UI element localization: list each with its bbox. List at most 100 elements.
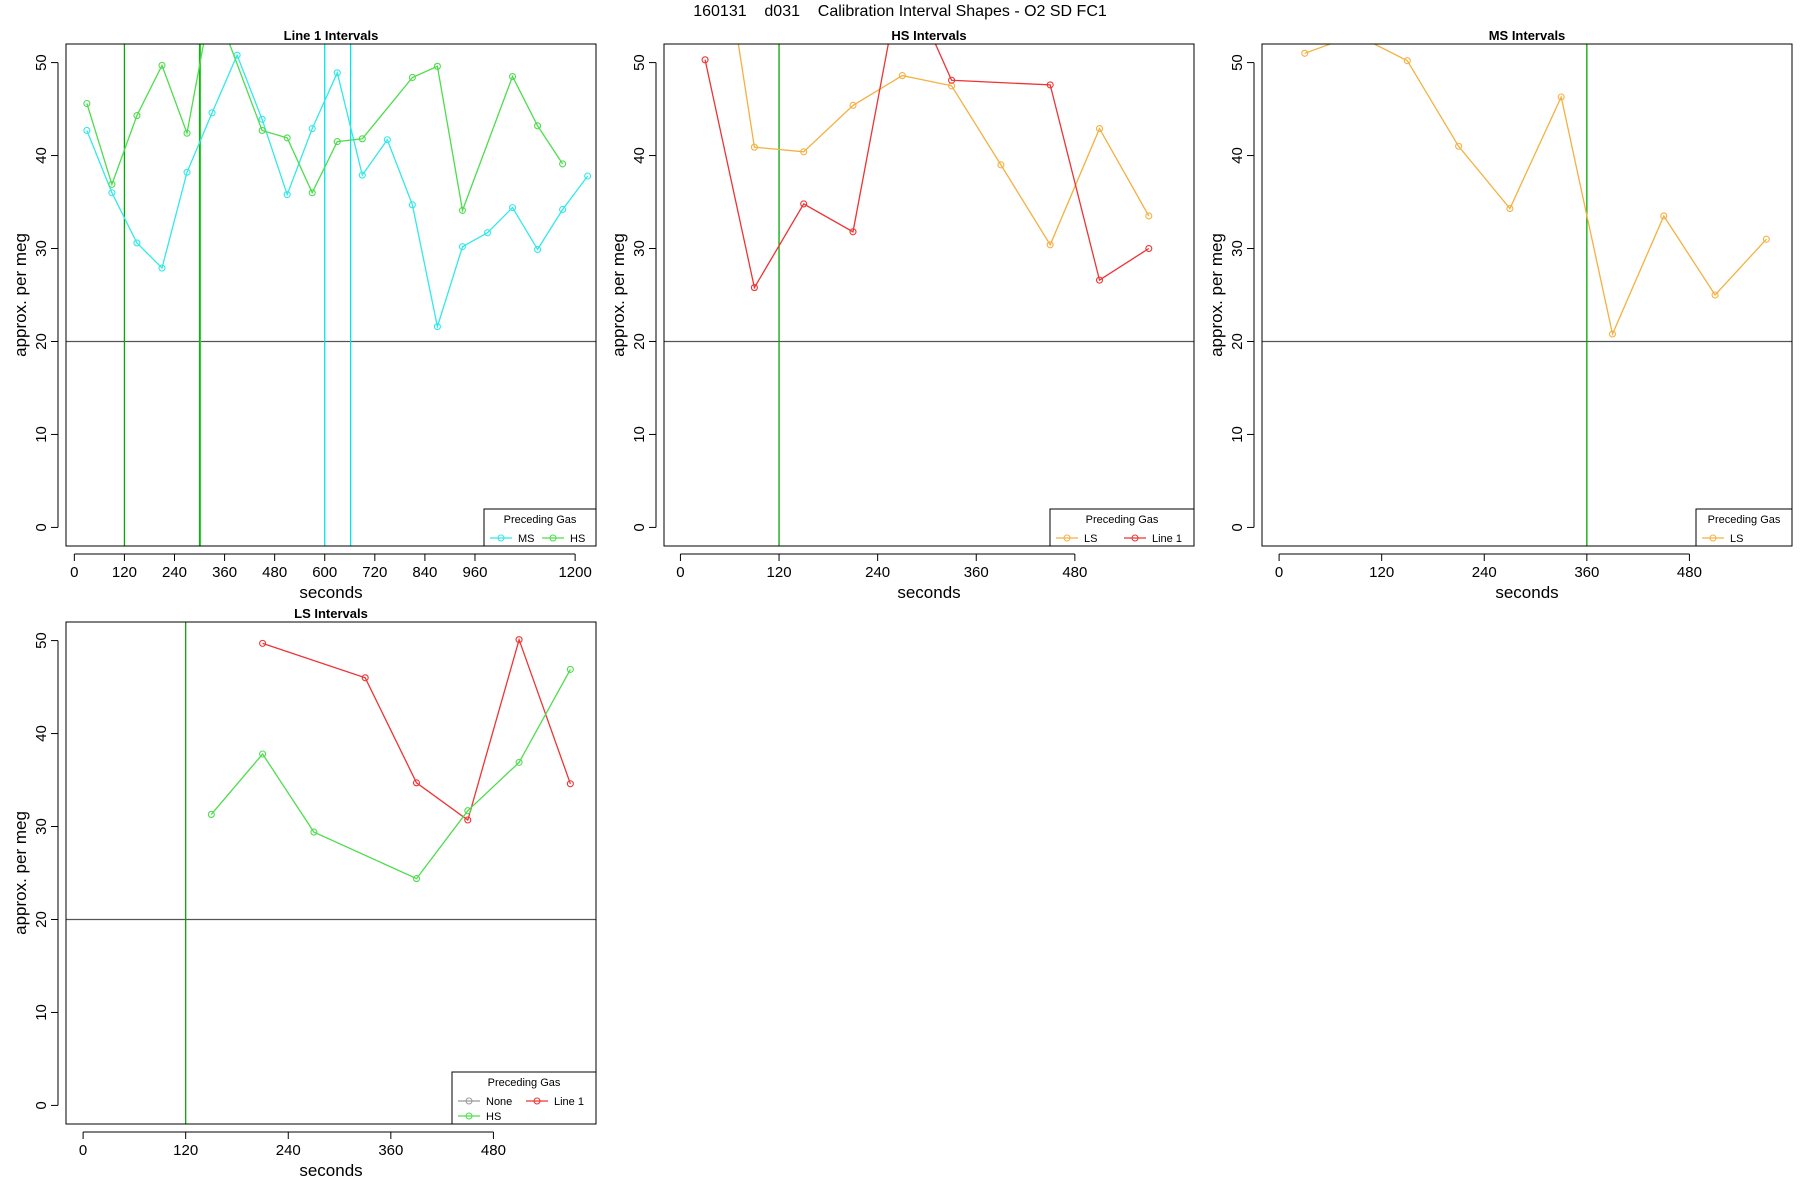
y-axis-label: approx. per meg [609,233,628,357]
data-point [508,72,517,81]
data-point [209,0,215,1]
data-point [849,228,857,236]
data-point [412,875,421,883]
data-point [750,284,758,292]
x-tick-label: 240 [865,564,890,581]
x-tick-label: 360 [378,1142,403,1159]
y-tick-label: 30 [1229,240,1246,257]
data-point [308,189,316,197]
y-axis-label: approx. per meg [11,233,30,357]
panel-title: LS Intervals [294,606,368,621]
legend-title: Preceding Gas [488,1077,561,1089]
data-point [464,816,472,824]
legend: Preceding Gas LS Line 1 [1049,508,1195,547]
data-point [515,636,523,644]
data-point [584,172,592,180]
legend-entry-label: None [486,1096,512,1108]
y-tick-label: 20 [1229,333,1246,350]
legend: Preceding Gas None Line 1 HS [451,1071,597,1125]
y-tick-label: 20 [33,911,50,928]
panel-title: Line 1 Intervals [284,28,379,43]
legend-entry-label: Line 1 [1152,533,1182,545]
data-point [800,200,808,208]
data-point [458,206,467,214]
x-tick-label: 120 [767,564,792,581]
y-tick-label: 40 [33,725,50,742]
plot-area [66,622,596,1124]
data-point [1506,204,1514,213]
plot-frame [65,621,597,1125]
legend-entry-label: LS [1084,533,1097,545]
x-tick-label: 120 [1369,564,1394,581]
x-tick-label: 720 [362,564,387,581]
x-tick-label: 600 [312,564,337,581]
data-point [158,61,166,69]
data-point [208,109,216,117]
plot-area [1262,32,1792,546]
data-point [108,180,116,188]
data-point [534,245,542,253]
legend-entry-label: LS [1730,533,1743,545]
data-point [1660,212,1668,220]
data-point [412,779,421,787]
y-tick-label: 0 [33,1101,50,1109]
data-point [701,56,709,64]
y-tick-label: 40 [33,147,50,164]
y-tick-label: 30 [33,240,50,257]
y-tick-label: 10 [631,426,648,443]
x-tick-label: 480 [481,1142,506,1159]
data-point [1762,235,1770,243]
legend-swatch-marker [1063,534,1071,542]
plot-frame [65,43,597,547]
y-tick-label: 50 [33,632,50,649]
panel-title: MS Intervals [1489,28,1566,43]
data-point [283,134,291,142]
y-tick-label: 10 [33,426,50,443]
data-point [464,807,472,815]
series-line-line-1 [704,44,1150,290]
legend-entry-label: HS [486,1111,501,1123]
legend-swatch-marker [497,534,505,542]
data-point [1301,49,1309,57]
legend: Preceding Gas LS [1695,508,1793,547]
data-point [207,810,215,818]
data-point [133,239,141,247]
data-point [358,135,366,143]
legend-entry-label: HS [570,533,585,545]
x-tick-label: 480 [1062,564,1087,581]
data-point [1711,291,1719,299]
plot-frame [663,43,1195,547]
legend-title: Preceding Gas [504,514,577,526]
series-line-hs [210,669,571,880]
x-tick-label: 0 [1275,564,1283,581]
chart-panel-3: 0 120 240 360 480 seconds 0 10 20 30 40 50 approx. p… [1207,28,1793,602]
x-tick-label: 480 [1677,564,1702,581]
data-point [458,243,467,251]
x-tick-label: 120 [112,564,137,581]
y-tick-label: 10 [1229,426,1246,443]
chart-panel-1: 0 120 240 360 480 600 720 840 960 1200 seconds 0 10 2… [11,0,597,602]
data-point [259,639,267,647]
data-point [1145,244,1153,253]
legend-swatch-marker [1709,534,1717,542]
legend-swatch-marker [1131,534,1139,542]
data-point [1046,241,1054,249]
legend-box [451,1071,597,1125]
data-point [258,126,266,135]
y-tick-label: 0 [631,523,648,531]
plot-frame [1261,43,1793,547]
data-point [559,205,567,214]
y-tick-label: 30 [33,818,50,835]
legend: Preceding Gas MS HS [483,508,597,547]
legend-box [1695,508,1793,547]
data-point [534,122,542,130]
x-tick-label: 360 [964,564,989,581]
y-tick-label: 20 [631,333,648,350]
data-point [1353,32,1359,38]
chart-panel-2: 0 120 240 360 480 seconds 0 10 20 30 40 50 approx. p… [609,28,1195,602]
data-point [383,136,391,144]
data-point [515,758,523,766]
data-point [559,160,567,168]
x-tick-label: 360 [1574,564,1599,581]
